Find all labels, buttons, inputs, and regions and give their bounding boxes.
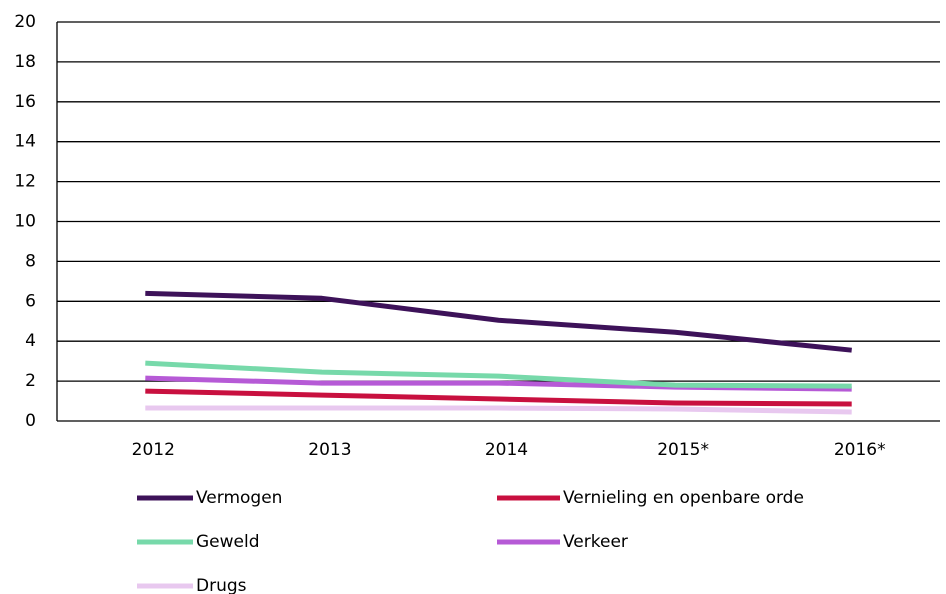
x-tick-label: 2012 <box>132 440 175 460</box>
y-tick-label: 14 <box>14 132 36 152</box>
y-tick-label: 0 <box>25 411 36 431</box>
legend-label: Vermogen <box>196 488 282 508</box>
y-tick-label: 8 <box>25 251 36 271</box>
legend-label: Vernieling en openbare orde <box>563 488 804 508</box>
y-tick-label: 6 <box>25 291 36 311</box>
y-tick-label: 12 <box>14 172 36 192</box>
x-tick-label: 2015* <box>657 440 709 460</box>
series-line <box>145 405 852 415</box>
x-tick-label: 2013 <box>308 440 351 460</box>
y-tick-label: 10 <box>14 212 36 232</box>
legend-label: Geweld <box>196 532 260 552</box>
y-tick-label: 18 <box>14 52 36 72</box>
y-tick-label: 2 <box>25 371 36 391</box>
y-tick-label: 16 <box>14 92 36 112</box>
series-line <box>145 388 852 407</box>
x-tick-label: 2016* <box>834 440 886 460</box>
series-line <box>145 290 852 353</box>
legend-label: Verkeer <box>563 532 628 552</box>
x-tick-label: 2014 <box>485 440 528 460</box>
y-tick-label: 20 <box>14 12 36 32</box>
series-line <box>145 360 852 389</box>
y-tick-label: 4 <box>25 331 36 351</box>
legend-label: Drugs <box>196 576 247 594</box>
